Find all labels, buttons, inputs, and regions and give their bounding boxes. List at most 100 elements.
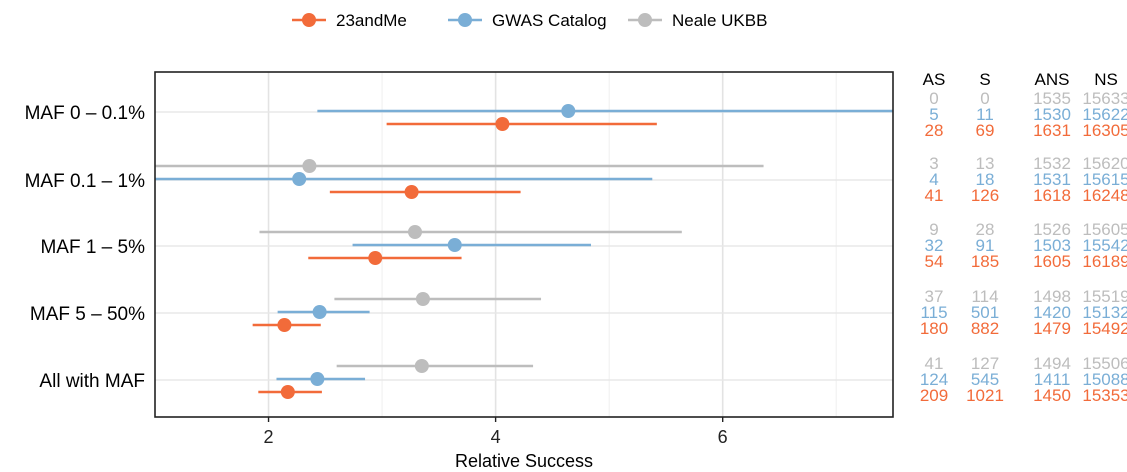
table-cell: 114	[971, 287, 998, 306]
table-cell: 1530	[1033, 105, 1071, 124]
point-estimate	[292, 172, 307, 186]
table-group: 9 28 1526 15605 32 91 1503 15542 54 185 1605 16189	[925, 220, 1127, 271]
table-header-s: S	[979, 70, 990, 89]
series-layer	[155, 104, 893, 399]
table-cell: 209	[920, 386, 948, 405]
table-cell: 16189	[1082, 252, 1127, 271]
table-cell: 15492	[1082, 319, 1127, 338]
table-cell: 41	[925, 186, 944, 205]
table-cell: 1021	[966, 386, 1004, 405]
table-cell: 1503	[1033, 236, 1071, 255]
point-estimate	[368, 251, 383, 265]
table-cell: 69	[976, 121, 995, 140]
table-cell: 126	[971, 186, 999, 205]
table-group: 41 127 1494 15506 124 545 1411 15088 209 1021 1450…	[920, 354, 1127, 405]
table-cell: 28	[925, 121, 944, 140]
series-gwas-catalog	[155, 104, 893, 386]
table-header-as: AS	[923, 70, 946, 89]
x-tick-label: 4	[491, 427, 501, 447]
table-cell: 1498	[1033, 287, 1071, 306]
point-estimate	[312, 305, 327, 319]
table-cell: 15620	[1082, 154, 1127, 173]
table-cell: 18	[976, 170, 995, 189]
count-table: AS S ANS NS 0 0 1535 15633 5 11 1530 15622 28 69 1631 1…	[920, 70, 1127, 405]
table-cell: 15519	[1082, 287, 1127, 306]
legend-label: Neale UKBB	[672, 11, 767, 30]
table-cell: 1605	[1033, 252, 1071, 271]
table-cell: 1479	[1033, 319, 1071, 338]
legend-label: 23andMe	[336, 11, 407, 30]
table-cell: 1526	[1033, 220, 1071, 239]
legend-item-gwas-catalog: GWAS Catalog	[448, 11, 607, 30]
table-cell: 9	[929, 220, 938, 239]
point-estimate	[495, 117, 510, 131]
table-cell: 28	[976, 220, 995, 239]
point-estimate	[561, 104, 576, 118]
table-cell: 185	[971, 252, 999, 271]
legend-item-23andme: 23andMe	[292, 11, 407, 30]
table-cell: 15622	[1082, 105, 1127, 124]
point-estimate	[302, 159, 317, 173]
category-label: MAF 0.1 – 1%	[25, 171, 145, 192]
table-cell: 1420	[1033, 303, 1071, 322]
x-axis-title: Relative Success	[455, 451, 593, 471]
legend-item-neale-ukbb: Neale UKBB	[628, 11, 767, 30]
table-cell: 1618	[1033, 186, 1071, 205]
table-cell: 16305	[1082, 121, 1127, 140]
x-tick-label: 6	[718, 427, 728, 447]
point-estimate	[280, 385, 295, 399]
legend-marker	[458, 13, 472, 27]
category-label: MAF 5 – 50%	[30, 304, 145, 325]
table-cell: 127	[971, 354, 999, 373]
table-cell: 1411	[1034, 370, 1071, 389]
category-label: MAF 1 – 5%	[40, 237, 145, 258]
point-estimate	[414, 359, 429, 373]
table-cell: 91	[976, 236, 995, 255]
table-cell: 1631	[1033, 121, 1071, 140]
point-estimate	[310, 372, 325, 386]
table-cell: 1531	[1033, 170, 1071, 189]
table-header-ans: ANS	[1035, 70, 1070, 89]
table-cell: 11	[976, 105, 994, 124]
category-label: MAF 0 – 0.1%	[25, 103, 145, 124]
table-cell: 15615	[1082, 170, 1127, 189]
table-group: 0 0 1535 15633 5 11 1530 15622 28 69 1631 16305	[925, 89, 1127, 140]
table-cell: 41	[925, 354, 944, 373]
table-cell: 15353	[1082, 386, 1127, 405]
table-group: 3 13 1532 15620 4 18 1531 15615 41 126 1618 16248	[925, 154, 1127, 205]
table-cell: 5	[929, 105, 938, 124]
series-neale-ukbb	[155, 159, 764, 373]
table-cell: 1532	[1033, 154, 1071, 173]
table-cell: 15506	[1082, 354, 1127, 373]
x-axis-ticks: 2 4 6	[264, 417, 728, 447]
legend-label: GWAS Catalog	[492, 11, 607, 30]
table-cell: 1494	[1033, 354, 1071, 373]
table-cell: 15088	[1082, 370, 1127, 389]
table-cell: 0	[980, 89, 989, 108]
table-cell: 37	[925, 287, 944, 306]
legend: 23andMe GWAS Catalog Neale UKBB	[292, 11, 767, 30]
table-cell: 4	[929, 170, 938, 189]
table-cell: 115	[920, 303, 947, 322]
table-cell: 545	[971, 370, 999, 389]
table-cell: 501	[971, 303, 999, 322]
table-cell: 15633	[1082, 89, 1127, 108]
table-cell: 15132	[1082, 303, 1127, 322]
series-23andme	[252, 117, 657, 399]
legend-marker	[302, 13, 316, 27]
point-estimate	[447, 238, 462, 252]
table-cell: 124	[920, 370, 948, 389]
point-estimate	[277, 318, 292, 332]
point-estimate	[415, 292, 430, 306]
category-label: All with MAF	[39, 371, 145, 392]
table-cell: 180	[920, 319, 948, 338]
table-group: 37 114 1498 15519 115 501 1420 15132 180 882 1479 1…	[920, 287, 1127, 338]
table-cell: 32	[925, 236, 944, 255]
legend-marker	[638, 13, 652, 27]
table-cell: 16248	[1082, 186, 1127, 205]
table-cell: 15605	[1082, 220, 1127, 239]
point-estimate	[404, 185, 419, 199]
table-cell: 1450	[1033, 386, 1071, 405]
x-tick-label: 2	[264, 427, 274, 447]
